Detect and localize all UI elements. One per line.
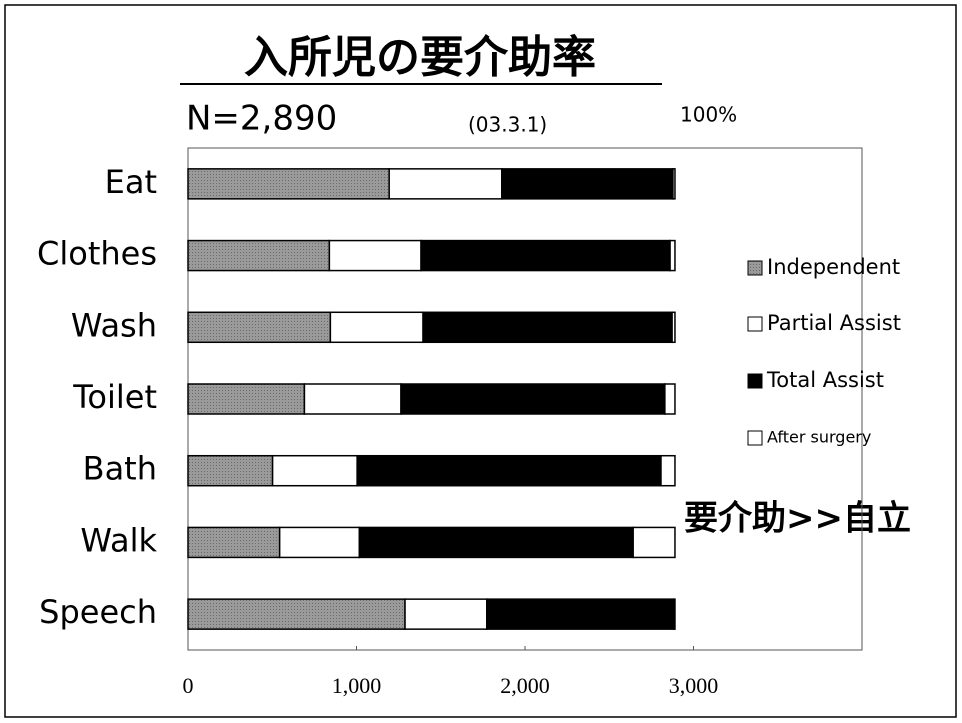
x-tick-label: 2,000 xyxy=(500,673,550,698)
legend-label: Partial Assist xyxy=(767,311,901,335)
bar-segment xyxy=(187,454,274,487)
bar-segment xyxy=(303,383,402,415)
y-tick-label: Wash xyxy=(71,306,157,344)
bar-segment xyxy=(388,168,503,200)
bar-segment xyxy=(278,526,361,559)
legend-label: After surgery xyxy=(767,428,871,447)
x-tick-label: 1,000 xyxy=(332,673,382,698)
legend-label: Independent xyxy=(767,255,900,279)
chart-title: 入所児の要介助率 xyxy=(244,32,596,83)
bar-segment xyxy=(187,383,306,415)
bar-segment xyxy=(672,168,676,200)
legend-label: Total Assist xyxy=(766,368,884,392)
frame xyxy=(4,4,957,718)
bar-segment xyxy=(500,168,674,200)
y-tick-label: Walk xyxy=(80,521,157,559)
x-tick-label: 0 xyxy=(183,673,194,698)
annotation: 要介助>>自立 xyxy=(684,499,911,539)
bar-segment xyxy=(664,383,676,415)
subtitle: N=2,890 xyxy=(186,99,337,139)
annotation: 100% xyxy=(680,103,737,127)
y-tick-label: Speech xyxy=(39,593,157,631)
bar-segment xyxy=(671,311,676,344)
bar-segment xyxy=(187,168,390,200)
bar-segment xyxy=(422,311,673,344)
bar-segment xyxy=(673,598,676,630)
bar-segment xyxy=(400,383,666,415)
y-tick-label: Toilet xyxy=(72,378,157,416)
bar-segment xyxy=(271,454,358,487)
legend-swatch xyxy=(747,316,763,332)
bar-segment xyxy=(328,239,422,272)
bar-segment xyxy=(420,239,671,272)
bar-segment xyxy=(187,239,331,272)
bar-segment xyxy=(187,311,332,344)
y-tick-label: Clothes xyxy=(37,235,157,273)
bar-segment xyxy=(356,454,662,487)
bar-segment xyxy=(329,311,424,344)
legend-swatch xyxy=(747,430,763,446)
bar-segment xyxy=(486,598,675,630)
bar-segment xyxy=(187,526,281,559)
y-tick-label: Eat xyxy=(105,163,157,201)
bar-segment xyxy=(669,239,676,272)
legend-swatch xyxy=(747,260,763,276)
date: (03.3.1) xyxy=(468,113,547,137)
y-tick-label: Bath xyxy=(83,450,157,488)
legend-swatch xyxy=(747,373,763,389)
bar-segment xyxy=(404,598,488,630)
bar-segment xyxy=(187,598,406,630)
bar-segment xyxy=(660,454,676,487)
bar-segment xyxy=(358,526,634,559)
x-tick-label: 3,000 xyxy=(669,673,719,698)
bar-segment xyxy=(632,526,676,559)
